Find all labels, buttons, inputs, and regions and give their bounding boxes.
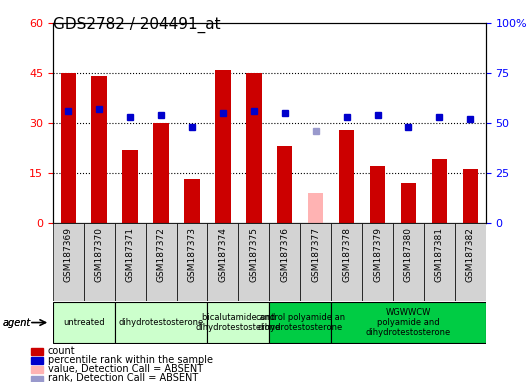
Text: rank, Detection Call = ABSENT: rank, Detection Call = ABSENT [48, 373, 198, 384]
Text: GSM187381: GSM187381 [435, 227, 444, 281]
FancyBboxPatch shape [424, 223, 455, 301]
FancyBboxPatch shape [53, 302, 115, 343]
Text: GSM187374: GSM187374 [219, 227, 228, 281]
FancyBboxPatch shape [208, 223, 238, 301]
Bar [31, 366, 43, 373]
Bar [432, 159, 447, 223]
Text: GSM187375: GSM187375 [249, 227, 258, 281]
Text: count: count [48, 346, 76, 356]
Text: GSM187372: GSM187372 [156, 227, 166, 281]
Bar [184, 179, 200, 223]
Text: GSM187378: GSM187378 [342, 227, 351, 281]
Bar [122, 149, 138, 223]
Bar [463, 169, 478, 223]
Text: GSM187377: GSM187377 [311, 227, 320, 281]
Text: GSM187371: GSM187371 [126, 227, 135, 281]
Text: GSM187382: GSM187382 [466, 227, 475, 281]
Text: GDS2782 / 204491_at: GDS2782 / 204491_at [53, 17, 220, 33]
FancyBboxPatch shape [208, 302, 269, 343]
Bar [401, 183, 416, 223]
Bar [91, 76, 107, 223]
FancyBboxPatch shape [331, 223, 362, 301]
Text: dihydrotestosterone: dihydrotestosterone [118, 318, 204, 327]
FancyBboxPatch shape [269, 302, 331, 343]
Bar [31, 357, 43, 364]
Text: WGWWCW
polyamide and
dihydrotestosterone: WGWWCW polyamide and dihydrotestosterone [366, 308, 451, 338]
FancyBboxPatch shape [331, 302, 486, 343]
Text: GSM187376: GSM187376 [280, 227, 289, 281]
Text: control polyamide an
dihydrotestosterone: control polyamide an dihydrotestosterone [256, 313, 345, 332]
FancyBboxPatch shape [238, 223, 269, 301]
Bar [277, 146, 293, 223]
FancyBboxPatch shape [115, 223, 146, 301]
FancyBboxPatch shape [269, 223, 300, 301]
Bar [246, 73, 261, 223]
Text: agent: agent [3, 318, 31, 328]
Text: GSM187379: GSM187379 [373, 227, 382, 281]
Bar [370, 166, 385, 223]
Text: agent: agent [3, 318, 31, 328]
FancyBboxPatch shape [115, 302, 208, 343]
FancyBboxPatch shape [362, 223, 393, 301]
FancyBboxPatch shape [176, 223, 208, 301]
Bar [308, 193, 323, 223]
Bar [215, 70, 231, 223]
Text: untreated: untreated [63, 318, 105, 327]
Text: GSM187380: GSM187380 [404, 227, 413, 281]
Text: value, Detection Call = ABSENT: value, Detection Call = ABSENT [48, 364, 203, 374]
Bar [339, 129, 354, 223]
FancyBboxPatch shape [455, 223, 486, 301]
FancyBboxPatch shape [300, 223, 331, 301]
Text: GSM187373: GSM187373 [187, 227, 196, 281]
Text: bicalutamide and
dihydrotestosterone: bicalutamide and dihydrotestosterone [196, 313, 281, 332]
Bar [31, 348, 43, 355]
FancyBboxPatch shape [53, 223, 84, 301]
Bar [153, 123, 169, 223]
Text: percentile rank within the sample: percentile rank within the sample [48, 355, 213, 365]
Bar [31, 376, 43, 382]
Text: GSM187369: GSM187369 [64, 227, 73, 281]
FancyBboxPatch shape [84, 223, 115, 301]
FancyBboxPatch shape [393, 223, 424, 301]
Text: GSM187370: GSM187370 [95, 227, 103, 281]
Bar [61, 73, 76, 223]
FancyBboxPatch shape [146, 223, 176, 301]
